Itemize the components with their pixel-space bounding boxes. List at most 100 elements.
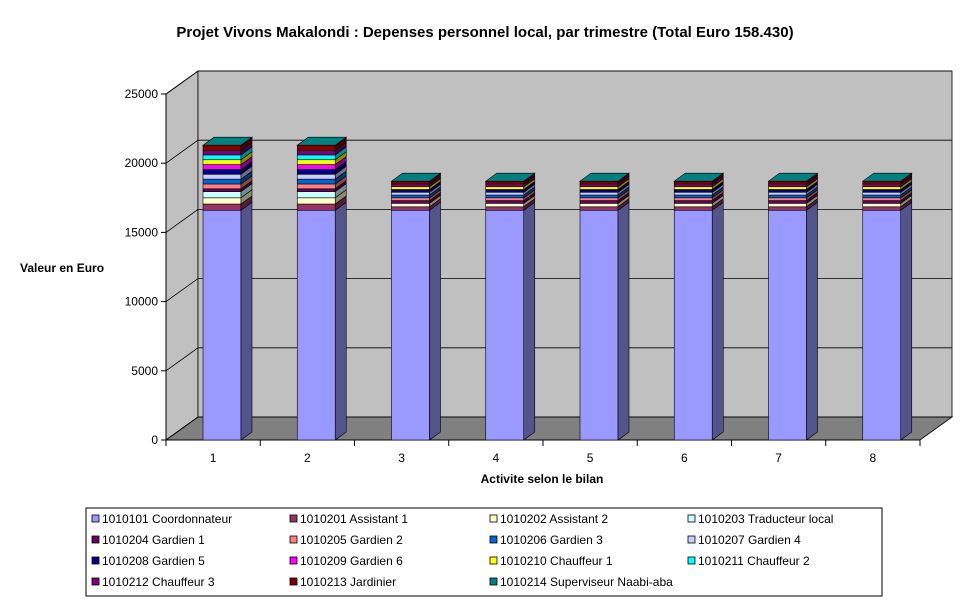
- x-tick-label: 7: [775, 451, 782, 465]
- bar-face: [391, 191, 430, 196]
- bar-segment: [202, 195, 253, 211]
- bar-face: [296, 178, 336, 185]
- bar-segment: [202, 201, 253, 441]
- bar-top: [673, 172, 725, 182]
- bar-face: [296, 150, 336, 156]
- legend-label: 1010201 Assistant 1: [300, 512, 408, 526]
- bar-face: [296, 191, 336, 199]
- bar-segment: [862, 201, 913, 441]
- legend-item: 1010101 Coordonnateur: [91, 512, 232, 526]
- bar-face: [673, 189, 713, 193]
- legend-label: 1010206 Gardien 3: [500, 533, 603, 547]
- legend-box: [85, 507, 883, 597]
- bar-face: [862, 189, 902, 193]
- bar-face: [296, 144, 336, 152]
- bar-face: [579, 200, 619, 204]
- legend-swatch: [489, 556, 498, 565]
- bar-face: [768, 186, 807, 190]
- bar-face: [485, 209, 525, 441]
- bar-face: [296, 159, 336, 165]
- legend-item: 1010212 Chauffeur 3: [91, 575, 215, 589]
- bar-side: [334, 201, 347, 441]
- bar-face: [485, 180, 525, 185]
- bar-face: [202, 154, 242, 161]
- legend-swatch: [489, 514, 498, 523]
- bar-face: [673, 206, 713, 211]
- bar-face: [862, 183, 902, 188]
- legend-swatch: [91, 577, 100, 586]
- bar-face: [862, 197, 902, 201]
- legend-swatch: [489, 535, 498, 544]
- bar-face: [202, 188, 242, 192]
- legend-label: 1010207 Gardien 4: [698, 533, 801, 547]
- bar-face: [862, 191, 902, 196]
- bar-stack: [767, 172, 819, 441]
- bar-face: [673, 191, 713, 196]
- bar-face: [862, 203, 902, 208]
- y-tick-label: 5000: [131, 364, 158, 378]
- bar-face: [862, 200, 902, 204]
- bar-face: [579, 191, 619, 196]
- bar-face: [202, 144, 242, 152]
- bars: [202, 136, 913, 441]
- legend-swatch: [289, 556, 298, 565]
- bar-side: [429, 201, 441, 441]
- bar-face: [202, 178, 242, 185]
- bar-stack: [484, 172, 536, 441]
- bar-face: [296, 154, 336, 161]
- bar-face: [391, 203, 430, 208]
- bar-face: [296, 188, 336, 192]
- legend-item: 1010214 Superviseur Naabi-aba: [489, 575, 673, 589]
- bar-segment: [485, 201, 536, 441]
- bar-face: [579, 186, 619, 190]
- bar-stack: [673, 172, 725, 441]
- bar-stack: [390, 172, 442, 441]
- bar-face: [579, 180, 619, 185]
- side-wall: [165, 70, 199, 441]
- bar-face: [673, 203, 713, 208]
- bar-face: [202, 173, 242, 180]
- bar-face: [296, 169, 336, 175]
- bar-face: [673, 197, 713, 201]
- bar-face: [202, 183, 242, 190]
- legend-swatch: [289, 577, 298, 586]
- plot-walls: [164, 70, 954, 441]
- bar-face: [202, 164, 242, 170]
- bar-face: [768, 200, 807, 204]
- bar-face: [673, 186, 713, 190]
- bar-face: [862, 180, 902, 185]
- bar-face: [485, 200, 525, 204]
- bar-face: [202, 169, 242, 175]
- bar-face: [768, 194, 807, 199]
- bar-stack: [296, 136, 348, 441]
- legend-swatch: [91, 514, 100, 523]
- legend-label: 1010101 Coordonnateur: [102, 512, 232, 526]
- bar-face: [391, 200, 430, 204]
- bar-face: [391, 186, 430, 190]
- bar-face: [673, 180, 713, 185]
- legend-item: 1010206 Gardien 3: [489, 533, 603, 547]
- legend-label: 1010209 Gardien 6: [300, 554, 403, 568]
- x-tick-label: 4: [493, 451, 500, 465]
- bar-face: [202, 150, 242, 156]
- bar-top: [861, 172, 913, 182]
- gridline: [165, 139, 952, 164]
- bar-face: [391, 206, 430, 211]
- bar-top: [484, 172, 536, 182]
- bar-top: [296, 136, 348, 146]
- bar-face: [862, 194, 902, 199]
- x-tick-label: 6: [681, 451, 688, 465]
- legend-swatch: [489, 577, 498, 586]
- legend-label: 1010210 Chauffeur 1: [500, 554, 613, 568]
- legend-label: 1010208 Gardien 5: [102, 554, 205, 568]
- bar-face: [673, 183, 713, 188]
- bar-side: [240, 201, 253, 441]
- bar-stack: [861, 172, 913, 441]
- legend-swatch: [687, 514, 696, 523]
- legend-swatch: [687, 556, 696, 565]
- bar-face: [485, 189, 525, 193]
- legend-item: 1010202 Assistant 2: [489, 512, 608, 526]
- legend-label: 1010213 Jardinier: [300, 575, 396, 589]
- bar-face: [579, 197, 619, 201]
